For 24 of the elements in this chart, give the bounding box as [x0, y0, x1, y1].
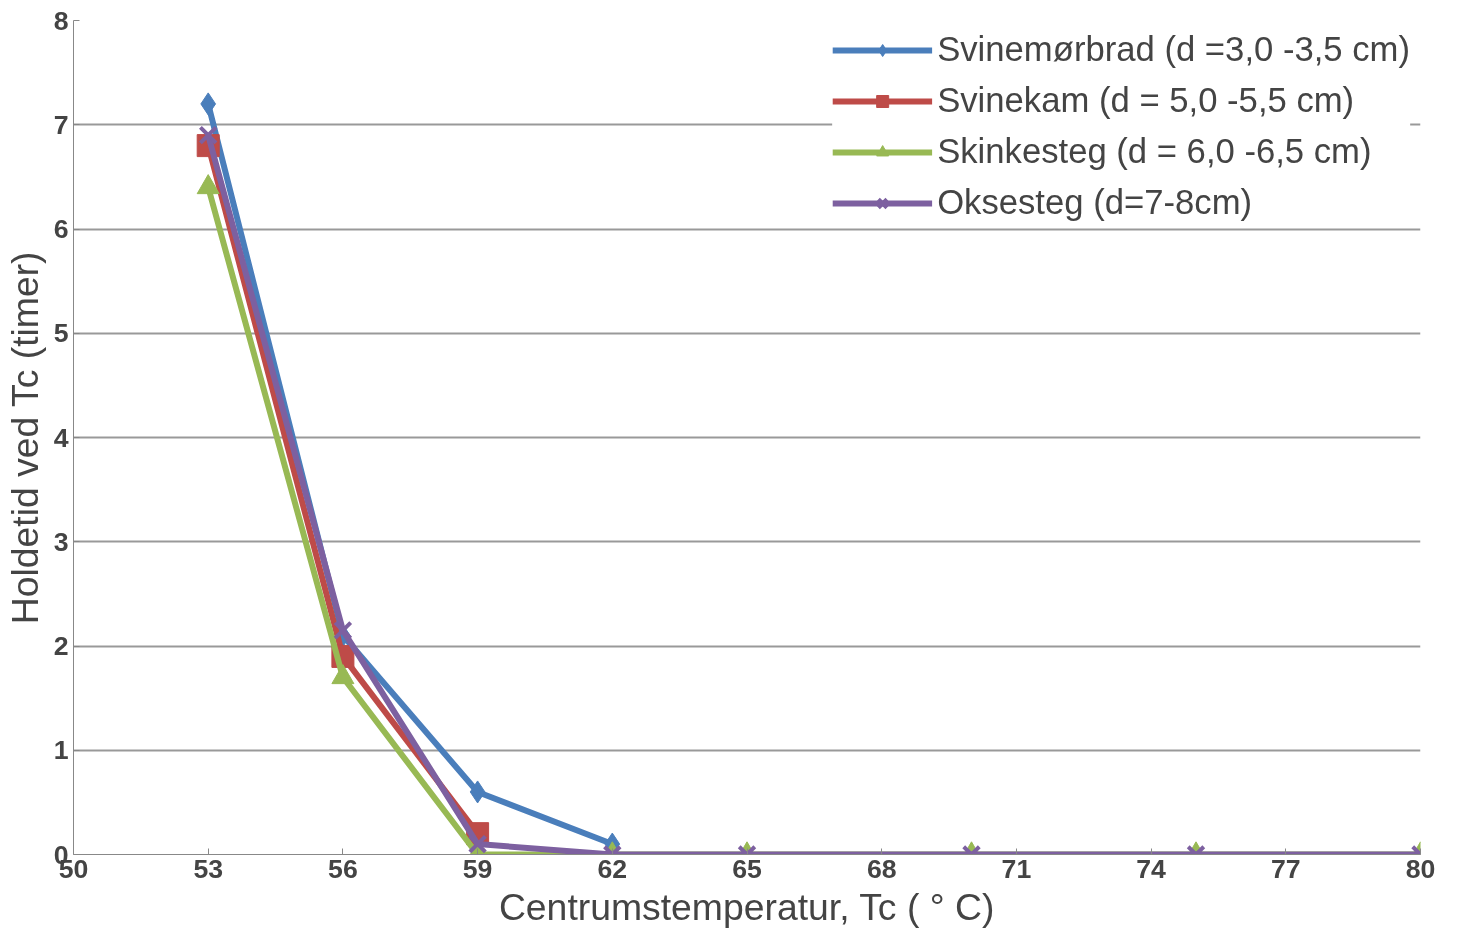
- x-axis-title: Centrumstemperatur, Tc ( ° C): [498, 885, 995, 928]
- y-tick-label: 1: [53, 735, 69, 766]
- x-tick-label: 59: [462, 853, 493, 884]
- x-tick-label: 53: [193, 853, 224, 884]
- y-tick-label: 8: [53, 5, 69, 36]
- y-tick-label: 3: [53, 526, 69, 557]
- x-tick-label: 80: [1405, 853, 1436, 884]
- x-tick-label: 68: [866, 853, 897, 884]
- x-tick-label: 74: [1136, 853, 1167, 884]
- y-axis-title: Holdetid ved Tc (timer): [3, 251, 46, 625]
- x-tick-label: 71: [1001, 853, 1032, 884]
- legend-label: Oksesteg (d=7-8cm): [937, 183, 1253, 222]
- x-tick-label: 56: [328, 853, 358, 884]
- y-tick-label: 2: [53, 631, 69, 661]
- x-tick-label: 62: [597, 853, 628, 884]
- x-tick-label: 77: [1270, 853, 1301, 884]
- y-tick-label: 5: [53, 318, 69, 349]
- y-tick-label: 7: [53, 109, 69, 140]
- x-tick-label: 65: [732, 853, 762, 884]
- legend-label: Svinemørbrad (d =3,0 -3,5 cm): [937, 30, 1410, 69]
- legend-label: Skinkesteg (d = 6,0 -6,5 cm): [937, 132, 1372, 171]
- y-tick-label: 6: [53, 214, 69, 244]
- y-tick-label: 4: [53, 422, 69, 453]
- legend-label: Svinekam (d = 5,0 -5,5 cm): [937, 81, 1355, 120]
